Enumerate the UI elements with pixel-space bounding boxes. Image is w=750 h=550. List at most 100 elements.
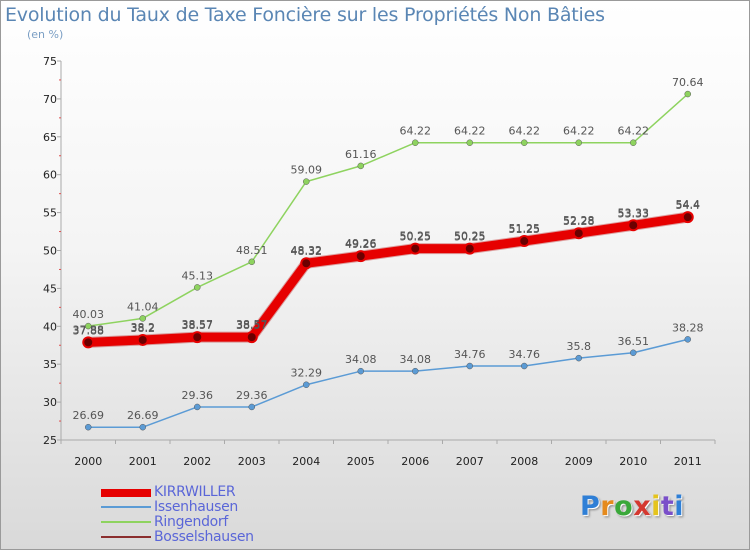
- series-line-shadow-kirrwiller: [88, 211, 689, 348]
- x-tick-label: 2002: [183, 455, 211, 468]
- data-label-bosselshausen: 38.2: [131, 322, 156, 335]
- x-tick-label: 2008: [510, 455, 538, 468]
- data-label-kirrwiller: 38.57: [236, 318, 268, 331]
- legend-item-issenhausen: Issenhausen: [101, 499, 301, 515]
- data-label-bosselshausen: 48.32: [291, 245, 323, 258]
- y-tick-label: 50: [43, 245, 57, 258]
- data-point-ringendorf: [575, 139, 582, 146]
- x-tick-label: 2003: [238, 455, 266, 468]
- x-tick-label: 2005: [347, 455, 375, 468]
- x-tick-label: 2004: [292, 455, 320, 468]
- series-line-kirrwiller: [88, 212, 689, 347]
- data-point-kirrwiller: [82, 336, 95, 349]
- data-point-kirrwiller: [572, 227, 585, 240]
- y-tick-label: 70: [43, 93, 57, 106]
- y-tick-label: 65: [43, 131, 57, 144]
- logo-letter: i: [674, 491, 685, 522]
- legend-label-issenhausen: Issenhausen: [154, 499, 239, 515]
- data-point-ringendorf: [412, 139, 419, 146]
- data-point-kirrwiller: [627, 219, 640, 232]
- data-point-issenhausen: [85, 423, 92, 431]
- data-point-issenhausen: [630, 349, 637, 357]
- data-point-ringendorf: [630, 139, 637, 146]
- data-point-ringendorf: [85, 322, 92, 330]
- data-label-ringendorf: 64.22: [563, 125, 595, 138]
- legend-label-ringendorf: Ringendorf: [154, 514, 229, 530]
- data-label-kirrwiller: 51.25: [509, 222, 541, 235]
- data-point-kirrwiller: [245, 331, 258, 344]
- data-label-bosselshausen: 52.28: [563, 215, 595, 228]
- data-point-issenhausen: [684, 336, 691, 343]
- data-point-kirrwiller: [409, 242, 422, 255]
- legend-swatch-issenhausen: [101, 506, 151, 508]
- data-label-bosselshausen: 51.25: [509, 223, 541, 236]
- data-point-kirrwiller: [518, 235, 531, 248]
- proxiti-logo: Proxiti: [580, 491, 684, 522]
- legend-item-kirrwiller: KIRRWILLER: [101, 484, 301, 500]
- y-tick-label: 35: [43, 358, 57, 371]
- data-point-kirrwiller: [300, 257, 313, 270]
- data-point-issenhausen: [357, 367, 364, 375]
- data-point-issenhausen: [412, 367, 419, 375]
- data-label-issenhausen: 29.36: [236, 389, 268, 402]
- y-tick-label: 30: [43, 396, 57, 409]
- x-tick-label: 2010: [619, 455, 647, 468]
- series-line-ringendorf: [88, 93, 689, 327]
- data-point-kirrwiller: [681, 211, 694, 224]
- chart-subtitle: (en %): [27, 28, 64, 41]
- logo-letter: r: [600, 491, 615, 522]
- x-tick-label: 2007: [456, 455, 484, 468]
- data-label-issenhausen: 34.08: [345, 353, 377, 366]
- data-label-ringendorf: 41.04: [127, 300, 159, 313]
- data-label-kirrwiller: 53.33: [618, 206, 650, 219]
- data-label-ringendorf: 48.51: [236, 244, 268, 257]
- x-tick-label: 2006: [401, 455, 429, 468]
- data-label-ringendorf: 64.22: [509, 125, 541, 138]
- data-label-kirrwiller: 49.26: [345, 237, 377, 250]
- data-label-ringendorf: 64.22: [454, 125, 486, 138]
- logo-letter: x: [633, 491, 652, 522]
- data-label-issenhausen: 29.36: [182, 389, 214, 402]
- legend-swatch-kirrwiller: [101, 489, 151, 497]
- data-label-issenhausen: 32.29: [291, 367, 323, 380]
- data-point-ringendorf: [357, 162, 364, 170]
- data-point-ringendorf: [684, 90, 691, 98]
- data-point-issenhausen: [194, 403, 201, 411]
- data-label-kirrwiller: 50.25: [454, 230, 486, 243]
- data-label-bosselshausen: 50.25: [454, 231, 486, 244]
- data-label-issenhausen: 34.08: [400, 353, 432, 366]
- data-label-issenhausen: 36.51: [618, 335, 650, 348]
- legend-label-kirrwiller: KIRRWILLER: [154, 484, 236, 500]
- data-point-issenhausen: [248, 403, 255, 411]
- data-label-issenhausen: 26.69: [73, 409, 105, 422]
- y-tick-label: 55: [43, 207, 57, 220]
- data-label-issenhausen: 34.76: [454, 348, 486, 361]
- y-tick-label: 25: [43, 434, 57, 447]
- data-label-ringendorf: 64.22: [400, 125, 432, 138]
- data-label-bosselshausen: 38.57: [236, 319, 268, 332]
- data-point-kirrwiller: [136, 333, 149, 346]
- legend-swatch-bosselshausen: [101, 536, 151, 538]
- data-point-issenhausen: [466, 362, 473, 370]
- x-tick-label: 2011: [674, 455, 702, 468]
- data-point-kirrwiller: [463, 242, 476, 255]
- y-tick-label: 60: [43, 169, 57, 182]
- legend-item-bosselshausen: Bosselshausen: [101, 529, 301, 545]
- series-line-issenhausen: [88, 338, 688, 428]
- legend-label-bosselshausen: Bosselshausen: [154, 529, 254, 545]
- chart-legend: KIRRWILLER Issenhausen Ringendorf Bossel…: [101, 484, 301, 545]
- data-point-kirrwiller: [354, 250, 367, 263]
- data-label-ringendorf: 45.13: [182, 269, 214, 282]
- data-label-ringendorf: 40.03: [73, 308, 105, 321]
- x-tick-label: 2001: [129, 455, 157, 468]
- y-tick-label: 40: [43, 320, 57, 333]
- y-tick-label: 45: [43, 282, 57, 295]
- data-label-bosselshausen: 53.33: [618, 207, 650, 220]
- data-label-issenhausen: 38.28: [672, 321, 704, 334]
- x-tick-label: 2000: [74, 455, 102, 468]
- data-label-kirrwiller: 38.2: [131, 321, 156, 334]
- data-point-ringendorf: [466, 139, 473, 146]
- data-label-bosselshausen: 38.57: [182, 319, 214, 332]
